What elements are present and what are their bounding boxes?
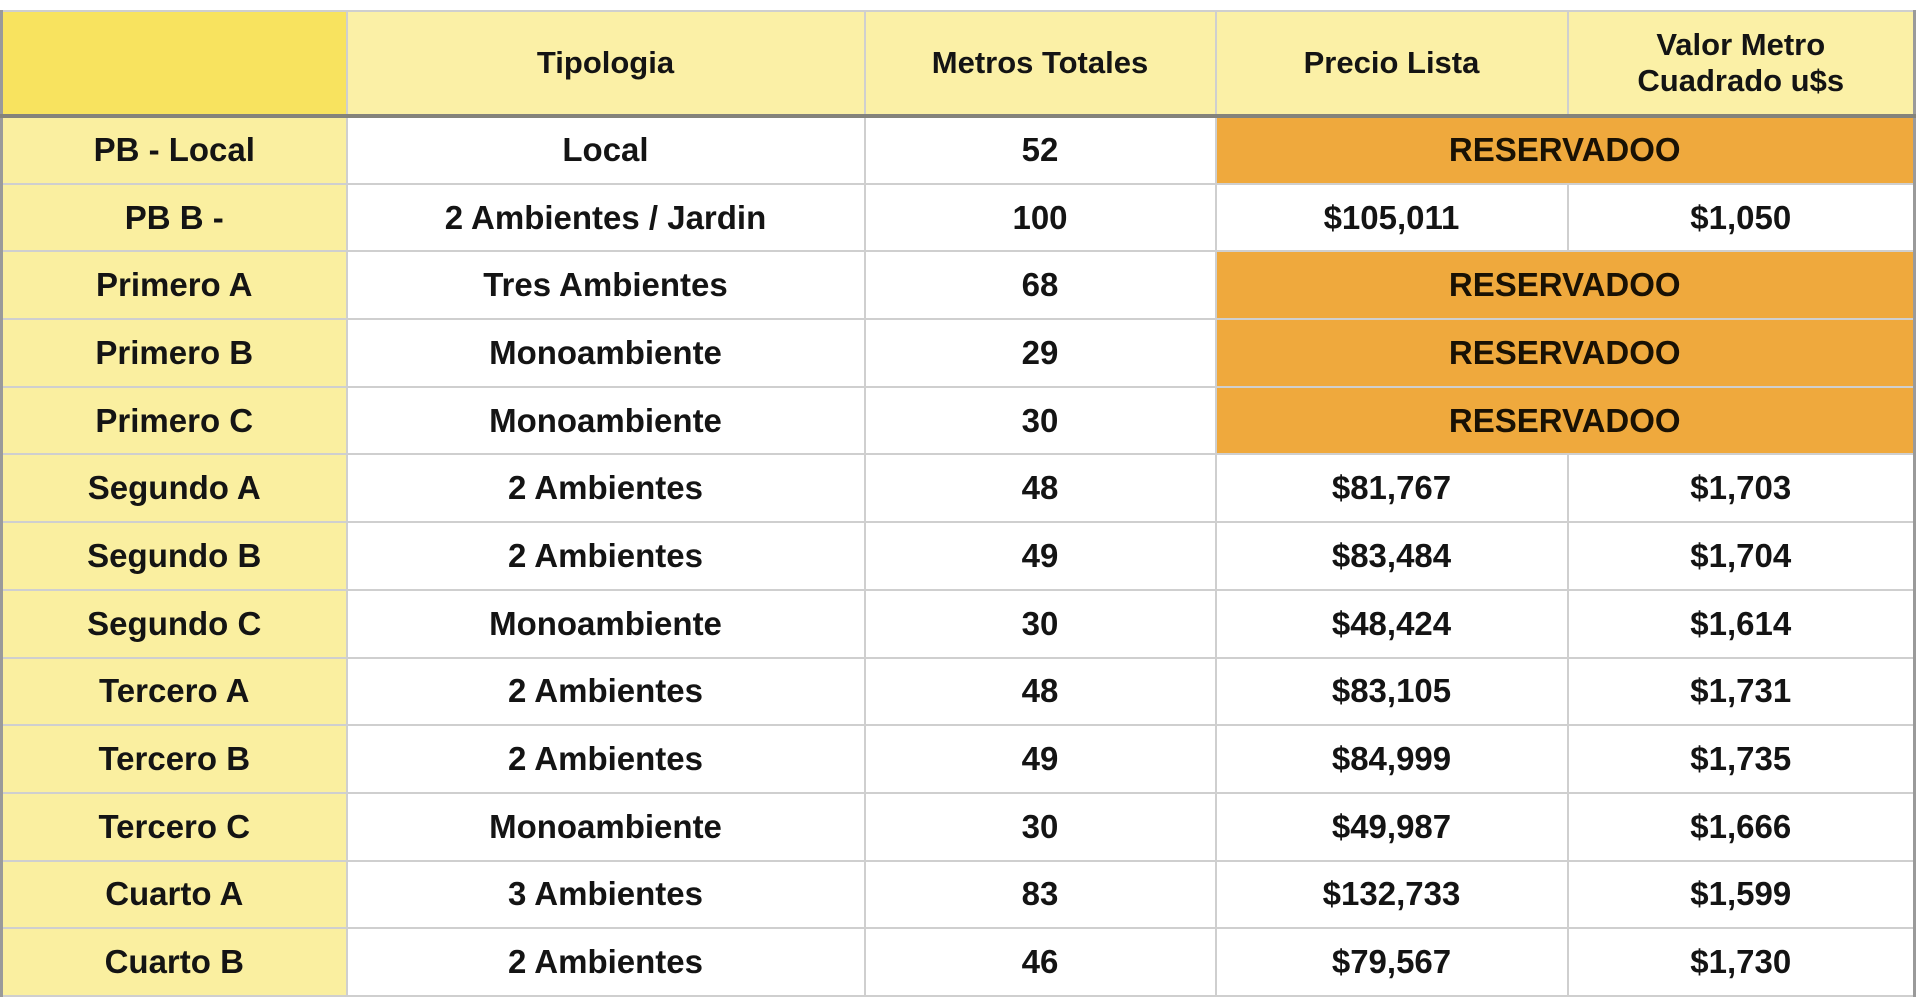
cell-tipologia: 2 Ambientes [345, 656, 866, 727]
table-row-tercero-b: Tercero B 2 Ambientes 49 $84,999 $1,735 [0, 724, 1916, 794]
cell-row-label: Segundo B [0, 521, 348, 591]
cell-metros: 48 [863, 656, 1217, 727]
cell-tipologia: Local [345, 115, 866, 185]
column-header-metros-totales: Metros Totales [863, 10, 1217, 118]
column-header-tipologia: Tipologia [345, 10, 866, 118]
cell-tipologia: Monoambiente [345, 588, 866, 659]
cell-tipologia: Monoambiente [345, 318, 866, 388]
cell-tipologia: 2 Ambientes [345, 724, 866, 794]
cell-tipologia: Monoambiente [345, 791, 866, 862]
cell-valor: $1,050 [1566, 182, 1916, 253]
cell-tipologia: 3 Ambientes [345, 859, 866, 930]
cell-precio: $83,484 [1214, 521, 1569, 591]
header-row: Tipologia Metros Totales Precio Lista Va… [0, 10, 1916, 118]
cell-precio: $79,567 [1214, 927, 1569, 997]
cell-row-label: Primero A [0, 250, 348, 321]
column-header-valor-metro: Valor Metro Cuadrado u$s [1566, 10, 1916, 118]
cell-tipologia: 2 Ambientes [345, 927, 866, 997]
cell-tipologia: Tres Ambientes [345, 250, 866, 321]
cell-tipologia: 2 Ambientes / Jardin [345, 182, 866, 253]
cell-metros: 46 [863, 927, 1217, 997]
cell-row-label: Tercero A [0, 656, 348, 727]
table-row-cuarto-a: Cuarto A 3 Ambientes 83 $132,733 $1,599 [0, 859, 1916, 930]
cell-precio: $132,733 [1214, 859, 1569, 930]
cell-row-label: Tercero B [0, 724, 348, 794]
table-row-segundo-c: Segundo C Monoambiente 30 $48,424 $1,614 [0, 588, 1916, 659]
cell-tipologia: 2 Ambientes [345, 453, 866, 524]
cell-row-label: Segundo A [0, 453, 348, 524]
cell-metros: 52 [863, 115, 1217, 185]
cell-row-label: Primero B [0, 318, 348, 388]
cell-metros: 83 [863, 859, 1217, 930]
cell-metros: 100 [863, 182, 1217, 253]
cell-valor: $1,731 [1566, 656, 1916, 727]
cell-precio: $105,011 [1214, 182, 1569, 253]
cell-tipologia: 2 Ambientes [345, 521, 866, 591]
cell-precio: $48,424 [1214, 588, 1569, 659]
cell-valor: $1,599 [1566, 859, 1916, 930]
table-row-primero-c: Primero C Monoambiente 30 RESERVADOO [0, 385, 1916, 456]
cell-precio: $49,987 [1214, 791, 1569, 862]
cell-row-label: Segundo C [0, 588, 348, 659]
price-table-container: Tipologia Metros Totales Precio Lista Va… [0, 10, 1916, 997]
cell-valor: $1,704 [1566, 521, 1916, 591]
cell-valor: $1,735 [1566, 724, 1916, 794]
table-row-pb-local: PB - Local Local 52 RESERVADOO [0, 115, 1916, 185]
table-row-primero-a: Primero A Tres Ambientes 68 RESERVADOO [0, 250, 1916, 321]
cell-row-label: PB - Local [0, 115, 348, 185]
column-header-precio-lista: Precio Lista [1214, 10, 1569, 118]
cell-valor: $1,666 [1566, 791, 1916, 862]
cell-precio: $81,767 [1214, 453, 1569, 524]
cell-tipologia: Monoambiente [345, 385, 866, 456]
cell-metros: 30 [863, 791, 1217, 862]
cell-metros: 29 [863, 318, 1217, 388]
cell-metros: 49 [863, 521, 1217, 591]
cell-metros: 68 [863, 250, 1217, 321]
table-row-tercero-c: Tercero C Monoambiente 30 $49,987 $1,666 [0, 791, 1916, 862]
cell-precio: $83,105 [1214, 656, 1569, 727]
price-table: Tipologia Metros Totales Precio Lista Va… [0, 10, 1916, 997]
cell-metros: 30 [863, 385, 1217, 456]
table-row-tercero-a: Tercero A 2 Ambientes 48 $83,105 $1,731 [0, 656, 1916, 727]
cell-row-label: Cuarto B [0, 927, 348, 997]
table-row-segundo-b: Segundo B 2 Ambientes 49 $83,484 $1,704 [0, 521, 1916, 591]
cell-row-label: PB B - [0, 182, 348, 253]
cell-valor: $1,614 [1566, 588, 1916, 659]
table-row-cuarto-b: Cuarto B 2 Ambientes 46 $79,567 $1,730 [0, 927, 1916, 997]
column-header-blank [0, 10, 348, 118]
cell-reservado: RESERVADOO [1214, 318, 1916, 388]
cell-metros: 30 [863, 588, 1217, 659]
cell-reservado: RESERVADOO [1214, 115, 1916, 185]
cell-valor: $1,730 [1566, 927, 1916, 997]
table-row-pb-b: PB B - 2 Ambientes / Jardin 100 $105,011… [0, 182, 1916, 253]
cell-metros: 49 [863, 724, 1217, 794]
cell-valor: $1,703 [1566, 453, 1916, 524]
cell-precio: $84,999 [1214, 724, 1569, 794]
column-header-valor-metro-label: Valor Metro Cuadrado u$s [1637, 27, 1845, 98]
cell-reservado: RESERVADOO [1214, 250, 1916, 321]
cell-reservado: RESERVADOO [1214, 385, 1916, 456]
cell-row-label: Cuarto A [0, 859, 348, 930]
cell-row-label: Tercero C [0, 791, 348, 862]
table-row-segundo-a: Segundo A 2 Ambientes 48 $81,767 $1,703 [0, 453, 1916, 524]
cell-metros: 48 [863, 453, 1217, 524]
table-row-primero-b: Primero B Monoambiente 29 RESERVADOO [0, 318, 1916, 388]
cell-row-label: Primero C [0, 385, 348, 456]
